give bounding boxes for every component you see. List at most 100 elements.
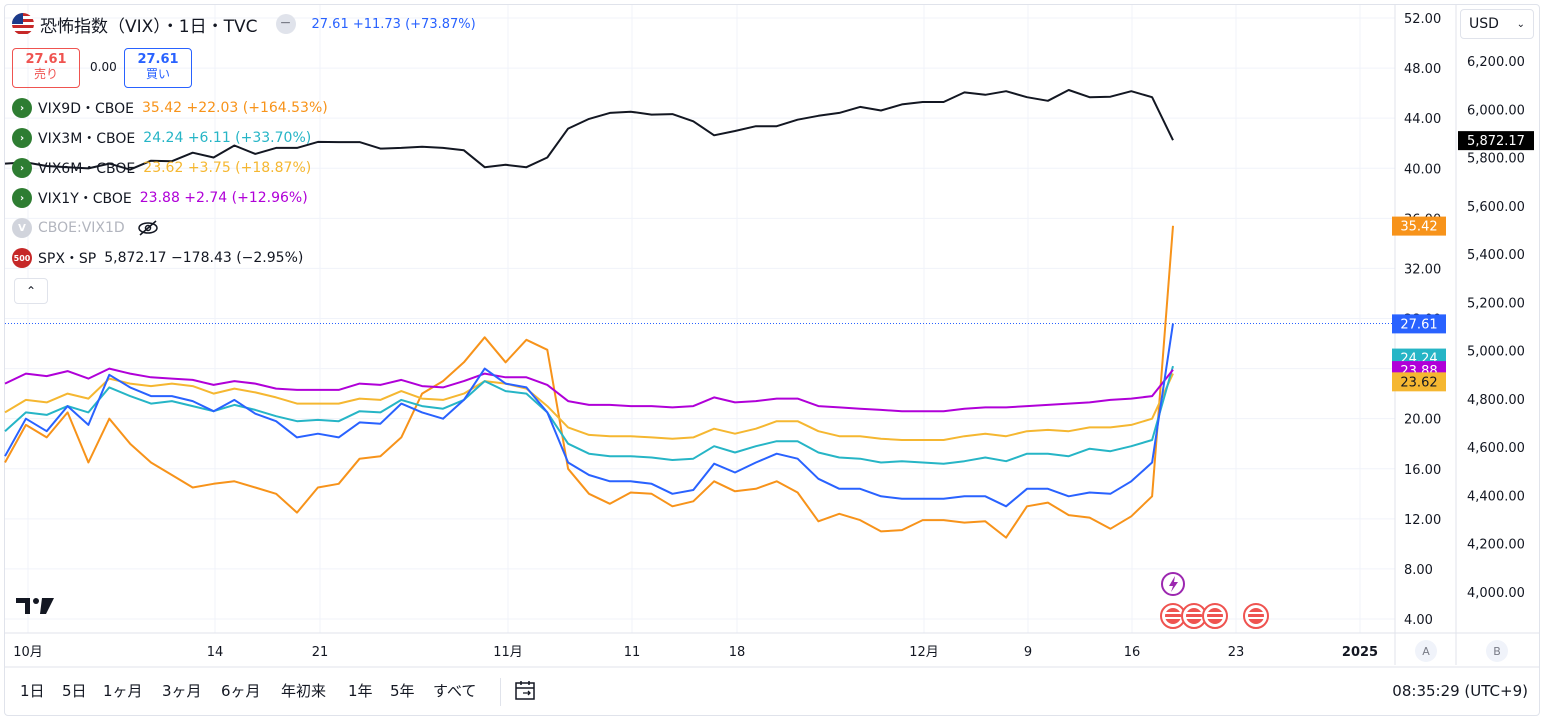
right-axis-tick-label: 5,200.00	[1467, 296, 1525, 311]
arrow-right-icon: ›	[12, 128, 32, 148]
us-flag-icon	[12, 13, 34, 35]
right-axis-tick-label: 4,000.00	[1467, 586, 1525, 601]
legend-values: 23.88 +2.74 (+12.96%)	[139, 190, 308, 206]
time-axis-tick-label: 2025	[1342, 645, 1378, 660]
legend-symbol: SPX・SP	[38, 251, 97, 267]
arrow-right-icon: ›	[12, 158, 32, 178]
chevron-up-icon: ⌃	[25, 284, 37, 298]
spx-logo-icon: 500	[12, 248, 32, 268]
right-axis-tick-label: 4,200.00	[1467, 538, 1525, 553]
economic-event-icon[interactable]	[1160, 603, 1186, 629]
time-axis-tick-label: 16	[1124, 645, 1141, 660]
clock[interactable]: 08:35:29 (UTC+9)	[1392, 682, 1528, 700]
timeframe-5d[interactable]: 5日	[62, 682, 87, 700]
chevron-down-icon: ⌄	[1516, 18, 1525, 30]
legend-item-vix6m[interactable]: › VIX6M・CBOE 23.62 +3.75 (+18.87%)	[12, 156, 311, 180]
legend-values: 23.62 +3.75 (+18.87%)	[143, 160, 312, 176]
timeframe-1d[interactable]: 1日	[20, 682, 45, 700]
timeframe-1m[interactable]: 1ヶ月	[103, 682, 143, 700]
arrow-right-icon: ›	[12, 188, 32, 208]
buy-button[interactable]: 27.61 買い	[124, 48, 192, 88]
left-axis-tick-label: 32.00	[1404, 262, 1441, 277]
right-axis-tick-label: 5,600.00	[1467, 200, 1525, 215]
timeframe-6m[interactable]: 6ヶ月	[221, 682, 261, 700]
last-value-badge	[1392, 216, 1446, 236]
left-axis-tick-label: 52.00	[1404, 12, 1441, 27]
series-line-vix3m[interactable]	[4, 365, 1174, 465]
legend-item-vix1d[interactable]: V CBOE:VIX1D	[12, 216, 159, 240]
sell-button[interactable]: 27.61 売り	[12, 48, 80, 88]
last-value-badge	[1392, 372, 1446, 392]
left-axis-tick-label: 20.00	[1404, 413, 1441, 428]
bottom-toolbar: 1日 5日 1ヶ月 3ヶ月 6ヶ月 年初来 1年 5年 すべて 08:35:29…	[0, 670, 1544, 714]
left-axis-tick-label: 12.00	[1404, 513, 1441, 528]
right-axis-tick-label: 5,400.00	[1467, 248, 1525, 263]
series-line-spx[interactable]	[4, 89, 1174, 171]
calendar-range-icon[interactable]	[514, 679, 538, 703]
legend-item-vix9d[interactable]: › VIX9D・CBOE 35.42 +22.03 (+164.53%)	[12, 96, 328, 120]
series-line-vix6m[interactable]	[4, 373, 1174, 441]
legend-item-spx[interactable]: 500 SPX・SP 5,872.17 −178.43 (−2.95%)	[12, 246, 303, 270]
currency-label: USD	[1469, 16, 1499, 32]
right-axis-tick-label: 4,400.00	[1467, 489, 1525, 504]
more-options-icon[interactable]: −	[275, 14, 296, 34]
sell-value: 27.61	[25, 52, 67, 67]
legend-item-vix1y[interactable]: › VIX1Y・CBOE 23.88 +2.74 (+12.96%)	[12, 186, 308, 210]
series-line-vix9d[interactable]	[4, 225, 1174, 539]
series-group	[4, 89, 1174, 539]
spread-value: 0.00	[90, 60, 117, 74]
right-axis-tick-label: 4,600.00	[1467, 441, 1525, 456]
timeframe-1y[interactable]: 1年	[348, 682, 373, 700]
legend-values: 24.24 +6.11 (+33.70%)	[143, 130, 312, 146]
last-value-label: 35.42	[1400, 220, 1437, 235]
scale-mode-button[interactable]	[1486, 640, 1508, 662]
grid	[5, 5, 1395, 633]
legend-values: 35.42 +22.03 (+164.53%)	[141, 100, 328, 116]
time-axis-tick-label: 10月	[13, 645, 43, 660]
legend-symbol: VIX6M・CBOE	[38, 161, 136, 177]
lightning-icon	[1169, 576, 1178, 592]
economic-event-icon[interactable]	[1243, 603, 1269, 629]
collapse-legend-button[interactable]: ⌃	[14, 278, 48, 304]
tradingview-logo-icon[interactable]	[16, 598, 54, 614]
scale-mode-button[interactable]	[1415, 640, 1437, 662]
scale-mode-label: B	[1493, 645, 1501, 658]
left-axis-tick-label: 4.00	[1404, 613, 1433, 628]
time-axis-tick-label: 11月	[493, 645, 523, 660]
right-axis-tick-label: 6,200.00	[1467, 55, 1525, 70]
legend-values: 5,872.17 −178.43 (−2.95%)	[104, 250, 304, 266]
economic-event-icon[interactable]	[1181, 603, 1207, 629]
legend-item-vix3m[interactable]: › VIX3M・CBOE 24.24 +6.11 (+33.70%)	[12, 126, 311, 150]
toolbar-separator	[500, 678, 501, 706]
right-axis-tick-label: 5,000.00	[1467, 345, 1525, 360]
timeframe-3m[interactable]: 3ヶ月	[162, 682, 202, 700]
chart-frame	[4, 4, 1540, 716]
time-axis-tick-label: 12月	[909, 645, 939, 660]
currency-select[interactable]: USD ⌄	[1460, 9, 1534, 39]
legend-symbol: CBOE:VIX1D	[38, 220, 125, 236]
sell-label: 売り	[33, 67, 58, 81]
right-axis-tick-label: 4,800.00	[1467, 393, 1525, 408]
eye-hidden-icon[interactable]	[137, 220, 159, 236]
left-axis-tick-label: 8.00	[1404, 563, 1433, 578]
time-axis-tick-label: 21	[312, 645, 329, 660]
main-quote: 27.61 +11.73 (+73.87%)	[311, 16, 476, 32]
legend-symbol: VIX3M・CBOE	[38, 131, 136, 147]
timeframe-ytd[interactable]: 年初来	[281, 682, 327, 700]
last-value-label: 23.62	[1400, 375, 1437, 390]
time-axis-ticks: 10月 14 21 11月 11 18 12月 9 16 23 2025	[13, 645, 1378, 660]
buy-value: 27.61	[137, 52, 179, 67]
left-axis-tick-label: 44.00	[1404, 112, 1441, 127]
economic-event-icon[interactable]	[1202, 603, 1228, 629]
series-line-vix1y[interactable]	[4, 367, 1174, 413]
price-chart[interactable]: 52.0048.0044.0040.0036.0032.0028.0024.00…	[0, 0, 1544, 670]
series-line-vix[interactable]	[4, 323, 1174, 508]
timeframe-all[interactable]: すべて	[433, 682, 477, 700]
scale-mode-label: A	[1422, 645, 1430, 658]
right-axis-ticks: 6,200.00 6,000.00 5,800.00 5,600.00 5,400.00…	[1467, 55, 1525, 601]
timeframe-5y[interactable]: 5年	[390, 682, 415, 700]
events	[1160, 572, 1269, 629]
chart-title[interactable]: 恐怖指数（VIX）・1日・TVC	[40, 16, 258, 37]
